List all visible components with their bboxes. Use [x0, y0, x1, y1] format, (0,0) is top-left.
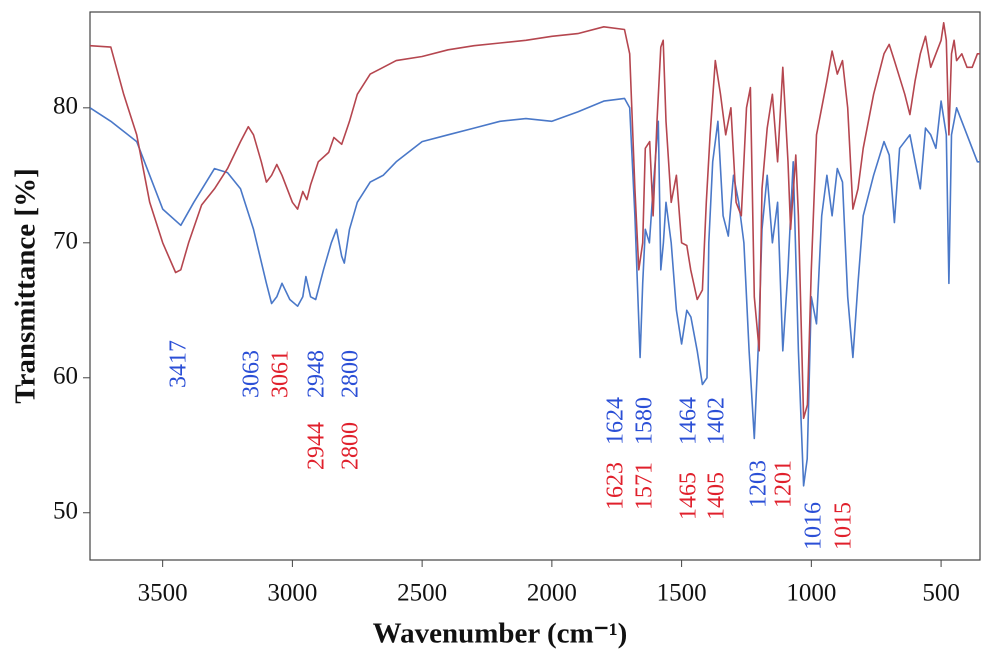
peak-label: 1571: [632, 462, 658, 510]
peak-label: 1464: [676, 397, 702, 445]
x-tick-label: 500: [922, 580, 960, 607]
y-tick-label: 50: [53, 497, 78, 524]
y-axis-title: Transmittance [%]: [10, 168, 42, 403]
y-tick-label: 60: [53, 363, 78, 390]
peak-label: 1624: [603, 397, 629, 445]
spectrum-line: [89, 22, 980, 420]
x-axis-title: Wavenumber (cm⁻¹): [373, 618, 628, 650]
peak-label: 1203: [746, 460, 772, 508]
peak-label: 2944: [304, 422, 330, 470]
y-tick-label: 80: [53, 93, 78, 120]
x-tick-label: 1000: [786, 580, 836, 607]
peak-label: 2948: [304, 350, 330, 398]
peak-label: 3061: [268, 350, 294, 398]
spectrum-line: [89, 97, 980, 487]
peak-label: 1623: [603, 462, 629, 510]
peak-label: 3063: [239, 350, 265, 398]
peak-label: 1201: [771, 460, 797, 508]
x-tick-label: 1500: [657, 580, 707, 607]
peak-label: 1402: [704, 397, 730, 445]
x-tick-label: 2500: [397, 580, 447, 607]
peak-label: 1015: [831, 502, 857, 550]
x-tick-label: 3500: [138, 580, 188, 607]
x-tick-label: 3000: [267, 580, 317, 607]
peak-label: 1465: [676, 472, 702, 520]
peak-label: 1580: [632, 397, 658, 445]
x-tick-label: 2000: [527, 580, 577, 607]
peak-label: 2800: [338, 350, 364, 398]
peak-label: 1016: [801, 502, 827, 550]
peak-label: 2800: [338, 422, 364, 470]
peak-label: 3417: [166, 340, 192, 388]
y-tick-label: 70: [53, 228, 78, 255]
peak-label: 1405: [704, 472, 730, 520]
plot-frame: [89, 11, 981, 561]
